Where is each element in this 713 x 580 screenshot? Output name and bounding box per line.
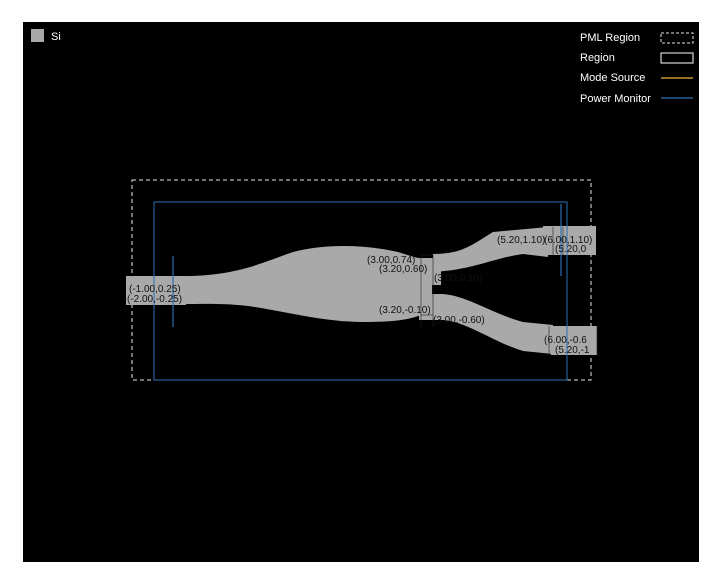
upper-output-waveguide (543, 226, 596, 255)
legend-region-label: Region (580, 52, 615, 64)
vertex-label: (3.20,0.60) (379, 264, 427, 275)
region-box (153, 201, 568, 381)
vertex-label: (3.20,-0.10) (379, 305, 431, 316)
si-legend-label: Si (51, 31, 61, 43)
vertex-label: (3.00,0.10) (434, 273, 482, 284)
vertex-label: (3.00,0.74) (367, 255, 415, 266)
vertex-label: (-1.00,0.25) (129, 284, 181, 295)
legend-pml-swatch (660, 32, 694, 44)
legend-region-swatch (660, 52, 694, 64)
upper-sbend (419, 227, 548, 274)
lower-output-waveguide (551, 326, 597, 355)
si-device (126, 226, 597, 355)
legend-pml-label: PML Region (580, 32, 640, 44)
si-swatch (31, 29, 44, 42)
legend-power-monitor-label: Power Monitor (580, 93, 651, 105)
layout-view: Si PML Region Region Mode Source Power M… (31, 29, 694, 381)
input-waveguide (126, 276, 186, 305)
vertex-label: (5.20,1.10) (497, 235, 545, 246)
vertex-label: (3.00,-0.60) (433, 315, 485, 326)
vertex-label: (5.20,0 (555, 244, 587, 255)
arm-gap (432, 285, 441, 294)
mmi-body (183, 246, 421, 322)
vertex-label: (6.00,-0.6 (544, 335, 587, 346)
legend-mode-source-label: Mode Source (580, 72, 645, 84)
simulation-canvas: Si PML Region Region Mode Source Power M… (23, 22, 699, 562)
vertex-markers (420, 227, 598, 355)
lower-sbend (419, 294, 553, 354)
vertex-label: (6.00,1.10) (544, 235, 592, 246)
vertex-label: (5.20,-1 (555, 345, 590, 356)
vertex-label: (-2.00,-0.25) (127, 294, 182, 305)
